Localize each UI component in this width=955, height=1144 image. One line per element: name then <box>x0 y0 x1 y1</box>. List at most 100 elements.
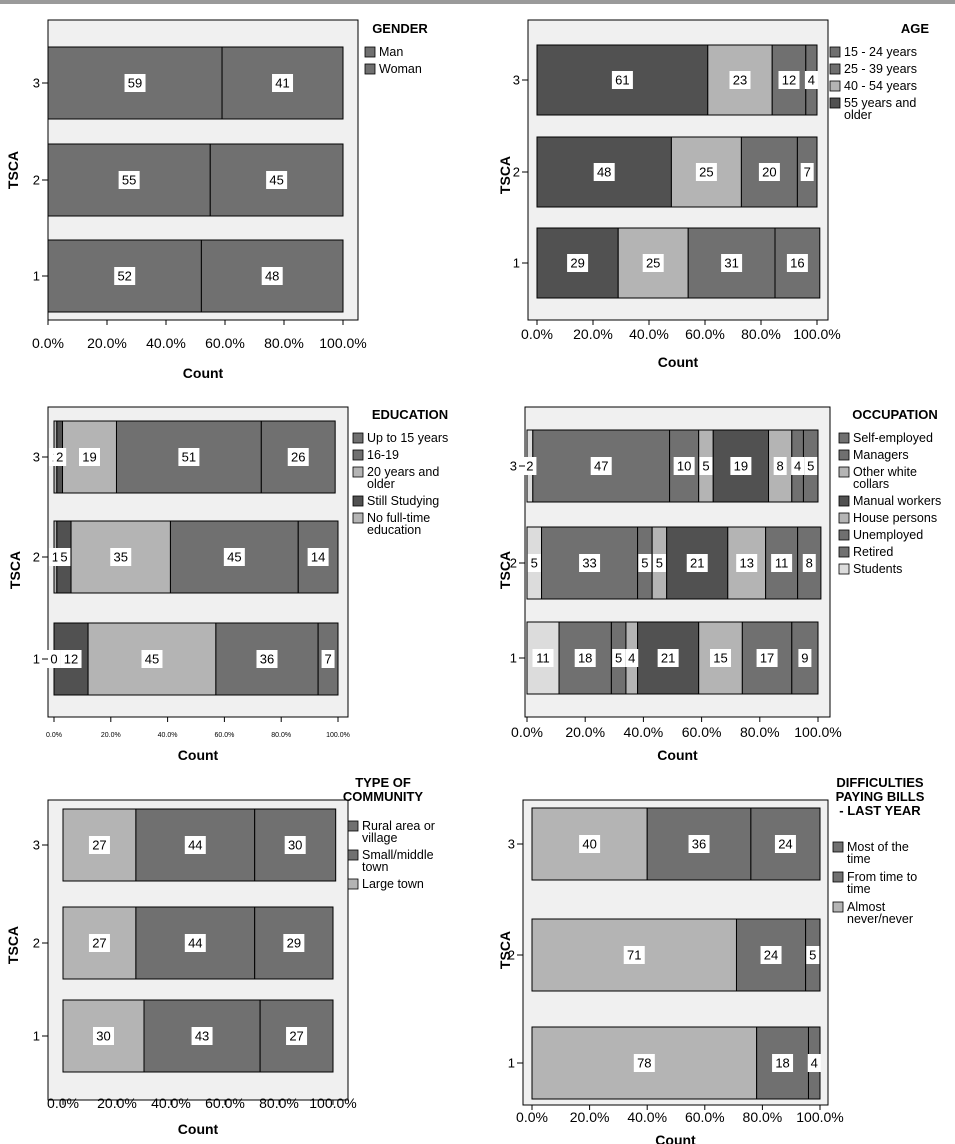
data-label-bg <box>729 71 751 89</box>
data-label-up-to-15-years-tsca-2: 14 <box>311 550 325 565</box>
data-label-bg <box>57 548 71 566</box>
bar-16-19-tsca-2 <box>169 520 299 594</box>
x-tick-label: 80.0% <box>259 1095 299 1111</box>
chart-difficulties-paying-bills: 40 36 24 3 71 24 5 2 78 18 4 1 0.0% 20.0% 40.0% 60.0% 80… <box>485 770 955 1144</box>
legend-label: 25 - 39 years <box>844 62 917 76</box>
legend-swatch <box>347 878 359 890</box>
x-tick-label: 100.0% <box>796 1109 843 1125</box>
y-tick-label-1: 1 <box>508 1056 515 1071</box>
data-label-students-tsca-2: 5 <box>531 556 538 571</box>
legend-swatch <box>832 901 844 913</box>
legend-item-managers: Managers <box>838 448 909 462</box>
data-label-bg <box>527 554 541 572</box>
y-tick-label-3: 3 <box>33 76 40 91</box>
data-label-bg <box>804 71 818 89</box>
data-label-self-employed-tsca-2: 8 <box>806 556 813 571</box>
legend-item-other-white-collars: Other white collars <box>838 465 917 491</box>
data-label-bg <box>774 835 796 853</box>
y-tick-label-2: 2 <box>513 165 520 180</box>
y-tick-label-3: 3 <box>33 838 40 853</box>
data-label-other-white-collars-tsca-3: 8 <box>777 459 784 474</box>
data-label-bg <box>574 649 596 667</box>
data-label-55-years-and-older-tsca-3: 61 <box>615 73 629 88</box>
data-label-bg <box>47 650 61 668</box>
data-label-25-39-years-tsca-3: 12 <box>782 73 796 88</box>
bar-woman-tsca-3 <box>221 46 344 120</box>
data-label-bg <box>266 171 288 189</box>
chart-occupation: 2 47 10 5 19 8 4 5 3 5 33 5 5 21 13 11 8 2 11 18 5 4 21 15 17 9 1 0… <box>485 395 955 770</box>
legend-item-rural-area-or-village: Rural area or village <box>347 819 435 845</box>
data-label-retired-tsca-3: 47 <box>594 459 608 474</box>
y-tick-label-3: 3 <box>508 837 515 852</box>
x-tick-label: 80.0% <box>741 326 781 342</box>
x-tick-label: 60.0% <box>682 724 722 740</box>
legend-item-20-years-and-older: 20 years and older <box>352 465 439 491</box>
legend-title: DIFFICULTIES PAYING BILLS - LAST YEAR <box>836 775 925 818</box>
data-label-bg <box>60 650 82 668</box>
data-label-students-tsca-3: 2 <box>526 459 533 474</box>
y-tick-label-1: 1 <box>510 651 517 666</box>
legend-title: EDUCATION <box>372 407 448 422</box>
legend-swatch <box>838 512 850 524</box>
x-tick-label: 80.0% <box>743 1109 783 1125</box>
x-tick-label: 40.0% <box>151 1095 191 1111</box>
y-tick-label-3: 3 <box>510 459 517 474</box>
y-tick-label-1: 1 <box>33 1029 40 1044</box>
data-label-unemployed-tsca-1: 5 <box>615 651 622 666</box>
data-label-25-39-years-tsca-2: 20 <box>762 165 776 180</box>
chart-type-of-community: 27 44 30 3 27 44 29 2 30 43 27 1 0.0% 20.0% 40.0% 60.0%… <box>0 770 470 1144</box>
x-tick-label: 0.0% <box>516 1109 548 1125</box>
data-label-bg <box>53 448 67 466</box>
data-label-almost-never-never-tsca-1: 78 <box>637 1056 651 1071</box>
data-label-large-town-tsca-2: 27 <box>92 936 106 951</box>
legend-swatch <box>352 432 364 444</box>
data-label-55-years-and-older-tsca-2: 48 <box>597 165 611 180</box>
data-label-man-tsca-3: 59 <box>128 76 142 91</box>
legend-label: Small/middle town <box>362 848 434 874</box>
legend-label: Woman <box>379 62 422 76</box>
legend-swatch <box>364 46 376 58</box>
x-tick-label: 20.0% <box>565 724 605 740</box>
data-label-still-studying-tsca-3: 2 <box>56 450 63 465</box>
data-label-unemployed-tsca-2: 5 <box>641 556 648 571</box>
data-label-from-time-to-time-tsca-3: 36 <box>692 837 706 852</box>
data-label-bg <box>807 1054 821 1072</box>
x-tick-label: 20.0% <box>97 1095 137 1111</box>
y-axis-title: TSCA <box>497 156 513 194</box>
legend-swatch <box>838 529 850 541</box>
y-tick-label-3: 3 <box>513 73 520 88</box>
data-label-25-39-years-tsca-1: 31 <box>724 256 738 271</box>
data-label-bg <box>523 457 537 475</box>
x-tick-label: 0.0% <box>521 326 553 342</box>
legend-swatch <box>352 512 364 524</box>
y-axis-title: TSCA <box>5 926 21 964</box>
data-label-woman-tsca-2: 45 <box>269 173 283 188</box>
x-tick-label: 40.0% <box>627 1109 667 1125</box>
data-label-almost-never-never-tsca-3: 40 <box>582 837 596 852</box>
data-label-bg <box>736 554 758 572</box>
x-tick-label: 20.0% <box>573 326 613 342</box>
data-label-bg <box>184 836 206 854</box>
legend-label: 16-19 <box>367 448 399 462</box>
legend-item-15-24-years: 15 - 24 years <box>829 45 917 59</box>
x-tick-label: 100.0% <box>326 732 350 739</box>
legend-swatch <box>838 563 850 575</box>
x-tick-label: 60.0% <box>214 732 234 739</box>
y-tick-label-3: 3 <box>33 450 40 465</box>
data-label-55-years-and-older-tsca-1: 29 <box>570 256 584 271</box>
legend-label: From time to time <box>847 870 917 896</box>
data-label-bg <box>184 934 206 952</box>
x-tick-label: 60.0% <box>205 335 245 351</box>
legend-item-woman: Woman <box>364 62 422 76</box>
legend-label: 40 - 54 years <box>844 79 917 93</box>
legend-label: Man <box>379 45 403 59</box>
legend-label: 15 - 24 years <box>844 45 917 59</box>
chart-education: 1219512631535451420124536710.0%20.0%40.0… <box>0 395 470 770</box>
legend-item-retired: Retired <box>838 545 893 559</box>
legend-label: No full-time education <box>367 511 430 537</box>
legend-title: TYPE OF COMMUNITY <box>343 775 423 804</box>
data-label-40-54-years-tsca-3: 23 <box>733 73 747 88</box>
legend-swatch <box>352 449 364 461</box>
data-label-bg <box>623 946 645 964</box>
x-tick-label: 80.0% <box>264 335 304 351</box>
